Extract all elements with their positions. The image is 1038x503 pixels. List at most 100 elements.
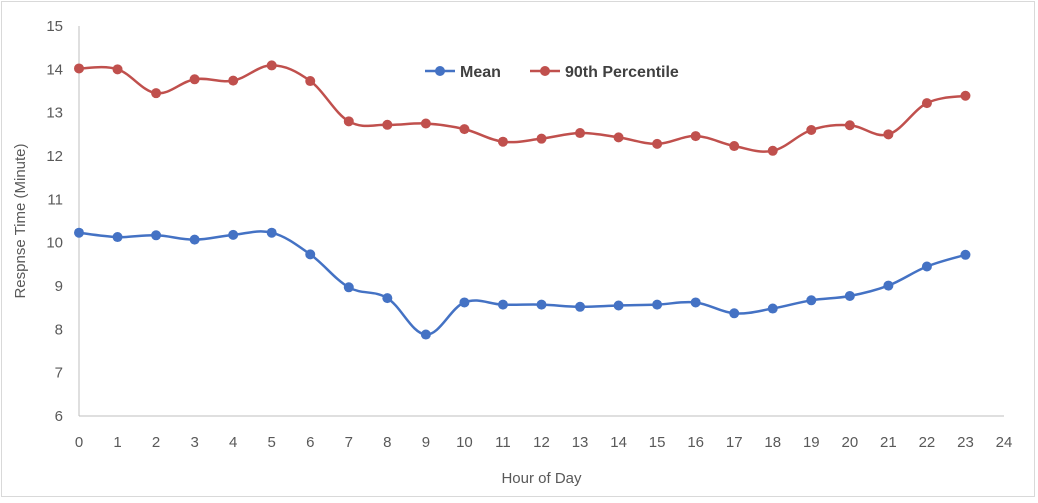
axes — [78, 26, 1004, 417]
y-tick-label: 15 — [46, 18, 63, 35]
data-point — [844, 120, 855, 131]
x-tick-label: 7 — [345, 434, 353, 451]
x-tick-label: 2 — [152, 434, 160, 451]
data-point — [151, 230, 162, 241]
x-tick-label: 15 — [649, 434, 666, 451]
data-point — [74, 63, 84, 74]
data-point — [960, 249, 971, 260]
legend-item: 90th Percentile — [530, 64, 679, 81]
series-layer — [74, 60, 971, 340]
x-tick-label: 17 — [726, 434, 743, 451]
data-point — [960, 90, 971, 101]
legend-marker — [540, 66, 550, 76]
x-tick-label: 9 — [422, 434, 430, 451]
data-point — [536, 299, 547, 310]
data-point — [729, 141, 740, 152]
x-tick-label: 8 — [383, 434, 391, 451]
x-tick-label: 24 — [996, 434, 1013, 451]
data-point — [266, 60, 277, 71]
series-mean — [74, 227, 971, 340]
data-point — [806, 125, 817, 135]
x-tick-label: 18 — [764, 434, 781, 451]
y-tick-label: 7 — [55, 365, 63, 382]
x-tick-labels: 0 1 2 3 4 5 6 7 8 9 10 11 12 13 14 15 16 17 18 19 20 21 22 23 24 — [75, 434, 1013, 451]
data-point — [459, 124, 470, 135]
x-axis-title: Hour of Day — [501, 470, 582, 487]
x-tick-label: 21 — [880, 434, 897, 451]
data-point — [266, 227, 277, 238]
x-tick-label: 1 — [113, 434, 121, 451]
data-point — [652, 138, 663, 149]
series-line — [78, 230, 966, 336]
x-tick-label: 0 — [75, 434, 83, 451]
series-p90 — [74, 60, 971, 156]
x-tick-label: 20 — [841, 434, 858, 451]
data-point — [382, 119, 393, 130]
x-tick-label: 11 — [495, 434, 511, 451]
data-point — [690, 297, 701, 308]
data-point — [151, 88, 162, 99]
y-tick-label: 13 — [46, 105, 63, 122]
data-point — [921, 98, 932, 109]
data-point — [189, 234, 200, 245]
x-tick-label: 4 — [229, 434, 237, 451]
legend-marker — [435, 66, 445, 76]
y-axis-title: Respnse Time (Minute) — [12, 143, 29, 298]
data-point — [74, 227, 84, 238]
y-tick-label: 8 — [55, 321, 63, 338]
data-point — [613, 132, 624, 143]
data-point — [806, 295, 817, 306]
x-tick-label: 19 — [803, 434, 820, 451]
y-tick-label: 6 — [55, 408, 63, 425]
data-point — [883, 129, 894, 140]
legend: Mean 90th Percentile — [425, 64, 679, 81]
data-point — [921, 261, 932, 272]
x-tick-label: 22 — [919, 434, 936, 451]
data-point — [613, 300, 624, 311]
data-point — [112, 64, 123, 75]
legend-label: Mean — [460, 64, 501, 81]
y-tick-label: 9 — [55, 278, 63, 295]
data-point — [420, 329, 431, 340]
x-tick-label: 6 — [306, 434, 314, 451]
x-tick-label: 12 — [533, 434, 550, 451]
data-point — [575, 128, 586, 139]
data-point — [228, 75, 239, 86]
series-line — [78, 64, 966, 153]
x-tick-label: 3 — [190, 434, 198, 451]
y-tick-label: 14 — [46, 61, 63, 78]
data-point — [305, 76, 316, 87]
x-tick-label: 23 — [957, 434, 974, 451]
data-point — [844, 290, 855, 301]
data-point — [883, 280, 894, 291]
data-point — [420, 118, 431, 129]
x-tick-label: 5 — [268, 434, 276, 451]
legend-item: Mean — [425, 64, 501, 81]
y-tick-label: 10 — [46, 235, 63, 252]
data-point — [575, 301, 586, 312]
data-point — [729, 308, 740, 319]
data-point — [189, 74, 200, 85]
x-tick-label: 13 — [572, 434, 589, 451]
data-point — [343, 282, 354, 293]
data-point — [690, 131, 701, 142]
data-point — [652, 299, 663, 310]
x-tick-label: 16 — [687, 434, 704, 451]
y-tick-label: 12 — [46, 148, 63, 165]
legend-label: 90th Percentile — [565, 64, 679, 81]
x-tick-label: 14 — [610, 434, 627, 451]
data-point — [382, 293, 393, 304]
data-point — [767, 303, 778, 314]
data-point — [497, 299, 508, 310]
data-point — [459, 297, 470, 308]
data-point — [228, 229, 239, 240]
data-point — [305, 249, 316, 260]
x-tick-label: 10 — [456, 434, 473, 451]
data-point — [767, 145, 778, 156]
y-tick-labels: 6 7 8 9 10 11 12 13 14 15 — [46, 18, 63, 425]
data-point — [343, 116, 354, 127]
data-point — [497, 136, 508, 147]
data-point — [536, 133, 547, 144]
